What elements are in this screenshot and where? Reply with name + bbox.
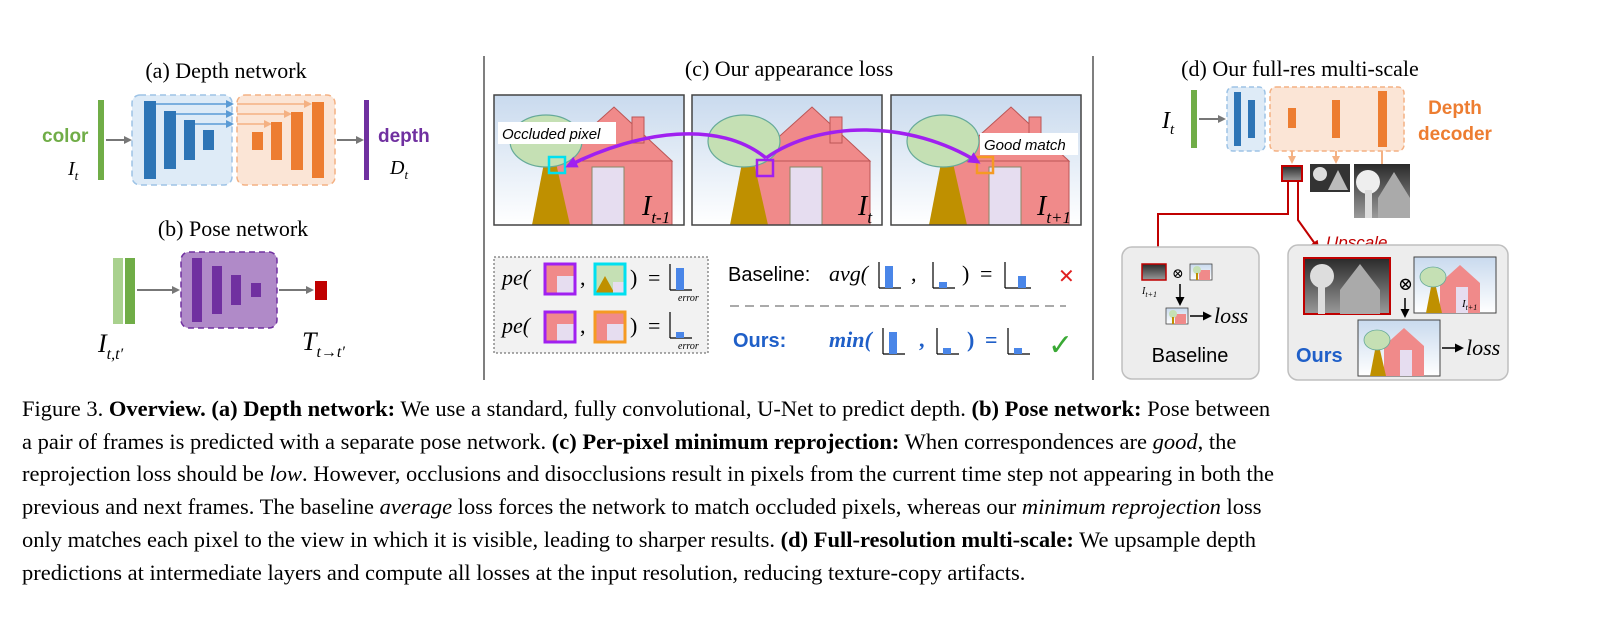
depth-scale-small bbox=[1281, 165, 1303, 182]
caption-line-4: previous and next frames. The baseline a… bbox=[22, 494, 1262, 520]
figure-caption: Figure 3. Overview. (a) Depth network: W… bbox=[22, 393, 1522, 589]
figure-diagram: (a) Depth network color It depth Dt (b) … bbox=[42, 56, 1509, 381]
patch-orange bbox=[593, 310, 627, 344]
error-label-1: error bbox=[678, 293, 699, 304]
d-baseline-label: Baseline bbox=[1152, 345, 1229, 367]
frame-t-minus-1: It-1 bbox=[493, 94, 685, 227]
pe-label-2: pe( bbox=[500, 313, 532, 338]
pose-input-bar-1 bbox=[113, 258, 123, 324]
encoder-layer-4 bbox=[203, 130, 214, 150]
caption-line-6: predictions at intermediate layers and c… bbox=[22, 559, 1026, 585]
panel-d-multiscale: (d) Our full-res multi-scale It Depth de… bbox=[1121, 56, 1509, 381]
ours-paren: ) bbox=[967, 327, 974, 352]
input-var-it: It bbox=[67, 158, 79, 183]
d-input-bar bbox=[1191, 90, 1197, 148]
cross-icon: ✕ bbox=[1058, 266, 1075, 288]
panel-d-title: (d) Our full-res multi-scale bbox=[1181, 56, 1419, 81]
equals-2: = bbox=[648, 313, 660, 338]
decoder-layer-2 bbox=[271, 122, 282, 160]
comma-1: , bbox=[580, 265, 586, 290]
pose-output bbox=[315, 281, 327, 300]
d-encoder-box bbox=[1226, 86, 1266, 152]
decoder-label-1: Depth bbox=[1428, 98, 1482, 119]
encoder-box bbox=[131, 94, 233, 186]
panel-a-title: (a) Depth network bbox=[145, 58, 306, 83]
decoder-box bbox=[236, 94, 336, 186]
decoder-layer-1 bbox=[252, 132, 263, 150]
decoder-label-2: decoder bbox=[1418, 124, 1493, 145]
correspondence-arrow-left bbox=[565, 132, 768, 168]
ours-label: Ours: bbox=[733, 330, 786, 352]
depth-scale-mid bbox=[1310, 164, 1350, 192]
panel-b-pose-network: (b) Pose network It,t′ Tt→t′ bbox=[97, 216, 345, 363]
correspondence-arrow-right bbox=[764, 128, 981, 164]
ours-warped-frame bbox=[1357, 319, 1441, 377]
output-var-dt: Dt bbox=[389, 157, 408, 182]
depth-label: depth bbox=[378, 126, 430, 147]
decoder-layer-3 bbox=[291, 112, 303, 170]
depth-scale-large bbox=[1354, 164, 1410, 218]
caption-line-3: reprojection loss should be low. However… bbox=[22, 461, 1274, 487]
close-paren-2: ) bbox=[630, 313, 637, 338]
caption-line-1: Figure 3. Overview. (a) Depth network: W… bbox=[22, 396, 1271, 421]
d-ours-label: Ours bbox=[1296, 345, 1343, 367]
ours-fn: min( bbox=[829, 327, 873, 352]
pose-input-var: It,t′ bbox=[97, 329, 124, 363]
good-match-label: Good match bbox=[984, 137, 1066, 154]
baseline-fn: avg( bbox=[829, 261, 870, 286]
frame-t-plus-1: It+1 bbox=[890, 94, 1082, 227]
color-label: color bbox=[42, 126, 89, 147]
pose-input-bar-2 bbox=[125, 258, 135, 324]
encoder-layer-3 bbox=[184, 120, 195, 160]
panel-a-depth-network: (a) Depth network color It depth Dt bbox=[42, 58, 430, 186]
close-paren-1: ) bbox=[630, 265, 637, 290]
d-input-var: It bbox=[1161, 108, 1175, 138]
pose-output-var: Tt→t′ bbox=[302, 327, 345, 361]
baseline-small-var: It+1 bbox=[1141, 286, 1157, 299]
ours-frame-t1: It+1 bbox=[1413, 256, 1497, 314]
error-label-2: error bbox=[678, 341, 699, 352]
red-arrow-baseline bbox=[1153, 181, 1289, 264]
panel-c-title: (c) Our appearance loss bbox=[685, 56, 893, 81]
caption-line-5: only matches each pixel to the view in w… bbox=[22, 526, 1257, 552]
patch-purple-2 bbox=[543, 310, 577, 344]
frame-label-t-1: It-1 bbox=[641, 191, 670, 227]
encoder-layer-2 bbox=[164, 111, 176, 169]
ours-equals: = bbox=[985, 327, 998, 352]
otimes-ours: ⊗ bbox=[1398, 274, 1413, 294]
pose-encoder-box bbox=[180, 251, 278, 329]
baseline-equals: = bbox=[980, 261, 992, 286]
ours-comma: , bbox=[919, 327, 925, 352]
red-arrow-ours bbox=[1297, 181, 1320, 250]
decoder-layer-4 bbox=[312, 102, 324, 178]
color-input-bar bbox=[98, 100, 104, 180]
baseline-label: Baseline: bbox=[728, 264, 810, 286]
baseline-paren: ) bbox=[962, 261, 969, 286]
frame-label-t+1: It+1 bbox=[1036, 191, 1071, 227]
encoder-layer-1 bbox=[144, 101, 156, 179]
ours-small-var: It+1 bbox=[1461, 298, 1477, 312]
patch-cyan bbox=[593, 262, 627, 296]
comma-2: , bbox=[580, 313, 586, 338]
frame-t: It bbox=[691, 94, 883, 227]
pe-label-1: pe( bbox=[500, 265, 532, 290]
check-icon: ✓ bbox=[1048, 329, 1073, 362]
upscaled-depth bbox=[1303, 257, 1391, 315]
baseline-comma: , bbox=[911, 261, 917, 286]
caption-line-2: a pair of frames is predicted with a sep… bbox=[22, 428, 1237, 454]
patch-purple-1 bbox=[543, 262, 577, 296]
depth-output-bar bbox=[364, 100, 369, 180]
otimes-baseline: ⊗ bbox=[1172, 267, 1184, 282]
panel-b-title: (b) Pose network bbox=[158, 216, 308, 241]
panel-c-appearance-loss: (c) Our appearance loss It-1 It It+1 Occ… bbox=[493, 56, 1082, 362]
equals-1: = bbox=[648, 265, 660, 290]
frame-label-t: It bbox=[857, 191, 873, 227]
ours-loss: loss bbox=[1466, 335, 1500, 360]
occluded-pixel-label: Occluded pixel bbox=[502, 126, 601, 143]
baseline-loss: loss bbox=[1214, 303, 1248, 328]
